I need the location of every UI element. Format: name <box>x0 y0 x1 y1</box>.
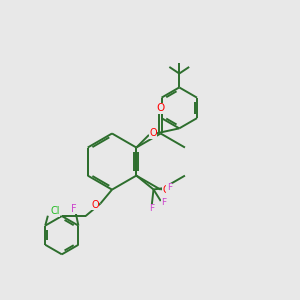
Text: F: F <box>71 204 77 214</box>
Text: O: O <box>92 200 99 210</box>
Text: F: F <box>148 204 154 213</box>
Text: F: F <box>167 183 172 192</box>
Text: O: O <box>163 184 170 195</box>
Text: O: O <box>149 128 157 138</box>
Text: F: F <box>161 198 166 207</box>
Text: O: O <box>157 103 165 113</box>
Text: Cl: Cl <box>50 206 60 216</box>
